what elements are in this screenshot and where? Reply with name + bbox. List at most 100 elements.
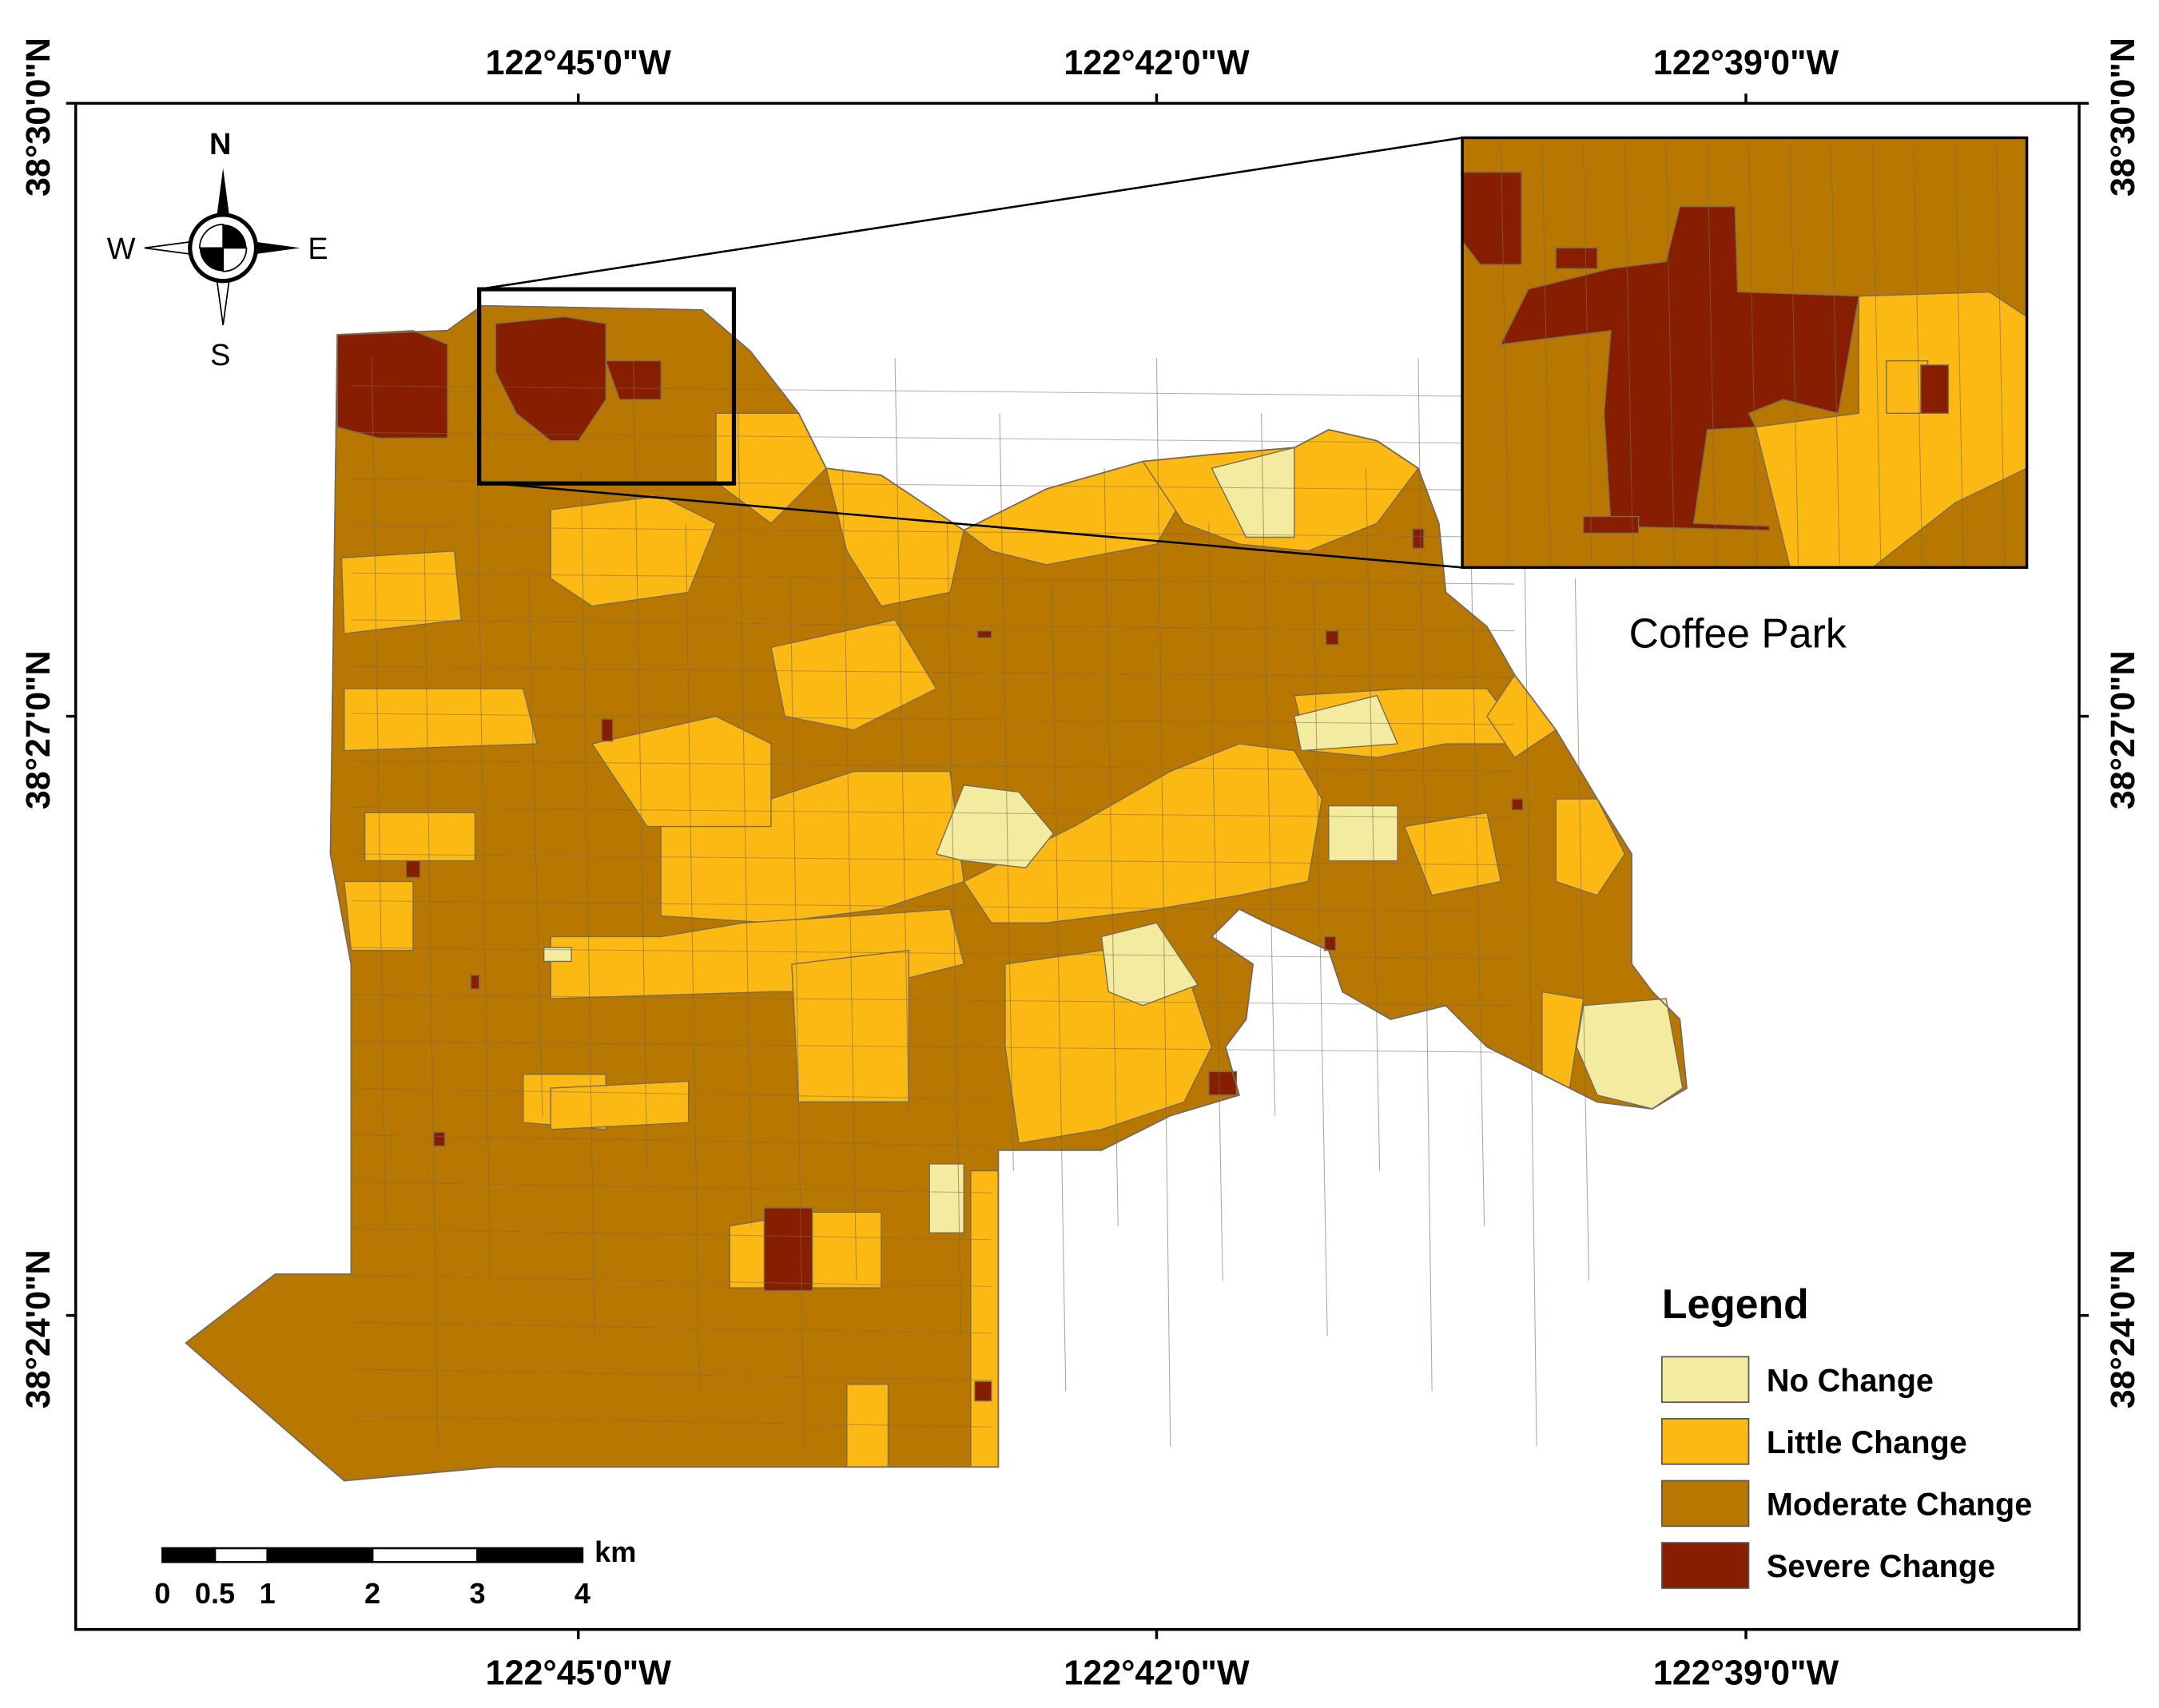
parcel-boundary [1954, 145, 1964, 565]
scale-label: 3 [469, 1577, 485, 1610]
parcel-boundary [1789, 145, 1799, 565]
parcel-boundary [475, 413, 491, 1281]
scale-segment [371, 1547, 479, 1563]
severe-change-zone [601, 718, 614, 742]
scale-label: 0.5 [195, 1577, 235, 1610]
severe-change-zone [974, 1380, 992, 1402]
severe-change-zone [470, 975, 480, 990]
little-change-zone [344, 880, 414, 951]
inset-connector [479, 137, 1463, 291]
severe-change-zone [1583, 515, 1640, 534]
parcel-boundary [1624, 145, 1634, 565]
parcel-boundary [1103, 468, 1119, 1226]
legend-label: Severe Change [1767, 1549, 1995, 1584]
scale-label: 1 [260, 1577, 276, 1610]
little-change-zone [340, 550, 463, 634]
scale-segment [266, 1547, 374, 1563]
legend: Legend No Change Little Change Moderate Cha… [1661, 1281, 2032, 1589]
inset-guides [477, 137, 1463, 569]
little-change-zone [364, 812, 476, 862]
legend-title: Legend [1662, 1281, 1809, 1327]
parcel-boundary [351, 1368, 992, 1381]
little-change-zone [590, 715, 772, 828]
parcel-boundary [351, 619, 1515, 632]
parcel-boundary [1747, 145, 1758, 565]
little-change-zone [791, 949, 910, 1103]
parcel-boundary [351, 385, 1515, 398]
severe-change-zone [1500, 205, 1860, 531]
parcel-boundary [351, 947, 1515, 959]
little-change-zone [344, 688, 538, 752]
no-change-zone [1328, 804, 1398, 862]
scale-bar: 0 0.5 1 2 3 4km [154, 1535, 636, 1610]
severe-change-zone [1511, 798, 1524, 811]
lon-label-top: 122°42'0"W [1064, 44, 1250, 82]
no-change-zone [543, 947, 572, 963]
no-change-zone [1211, 447, 1295, 538]
lon-label-bottom: 122°45'0"W [486, 1654, 672, 1693]
little-change-zone [715, 412, 827, 525]
severe-change-zone [976, 630, 992, 638]
severe-change-zone [1555, 247, 1598, 269]
parcel-boundary [351, 1134, 992, 1147]
parcel-boundary [842, 468, 857, 1281]
inset-label: Coffee Park [1629, 610, 1847, 656]
severe-change-zone [433, 1131, 446, 1147]
scale-label: 0 [154, 1577, 170, 1610]
severe-change-zone [495, 316, 606, 442]
compass-center [199, 224, 248, 272]
legend-label: Moderate Change [1767, 1488, 2032, 1523]
lon-label-bottom: 122°42'0"W [1064, 1654, 1250, 1693]
lat-label-right: 38°30'0"N [2104, 38, 2142, 197]
parcel-boundary [1208, 523, 1223, 1281]
parcel-boundary [580, 468, 595, 1337]
parcel-boundary [351, 572, 1515, 585]
little-change-zone [550, 1080, 690, 1130]
parcel-boundary [1469, 523, 1485, 1226]
little-change-zone [963, 743, 1323, 924]
scale-label: 4 [575, 1577, 590, 1610]
parcel-boundary [1155, 358, 1171, 1447]
severe-change-zone [1208, 1070, 1238, 1096]
map-frame [74, 101, 2081, 1631]
parcel-boundary [351, 1275, 992, 1287]
parcel-boundary [351, 1087, 992, 1100]
legend-label: Little Change [1767, 1425, 1967, 1460]
parcel-boundary [1365, 468, 1381, 1171]
lon-label-bottom: 122°39'0"W [1653, 1654, 1839, 1693]
no-change-zone [935, 784, 1055, 868]
inset-map [1461, 136, 2029, 570]
scale-segment [161, 1547, 217, 1563]
parcel-boundary [351, 713, 1515, 725]
severe-change-zone [763, 1207, 813, 1292]
little-change-zone [1755, 291, 2028, 569]
lat-label-left: 38°30'0"N [19, 38, 58, 197]
parcel-boundary [351, 900, 1515, 912]
severe-change-zone [1461, 171, 1522, 265]
parcel-boundary [1665, 145, 1675, 565]
parcel-boundary [685, 523, 700, 1392]
inset-connector [479, 481, 1463, 569]
no-change-zone [1100, 922, 1199, 1007]
severe-change-zone [1920, 364, 1950, 414]
parcel-boundary [1500, 145, 1510, 565]
inset-frame [1461, 136, 2029, 570]
parcel-boundary [351, 431, 1515, 444]
no-change-zone [928, 1163, 964, 1233]
severe-change-zone [405, 860, 421, 879]
severe-change-zone [336, 330, 448, 439]
lat-label-left: 38°24'0"N [19, 1249, 58, 1408]
little-change-zone [846, 1384, 889, 1468]
compass-e: E [308, 232, 328, 266]
parcel-boundary [351, 479, 1515, 491]
parcel-boundary [423, 523, 439, 1447]
parcel-boundary [351, 994, 1515, 1007]
parcel-boundary [371, 358, 387, 1226]
parcel-boundary [1913, 145, 1923, 565]
parcel-boundary [351, 1228, 992, 1241]
severe-change-zone [1324, 935, 1337, 951]
little-change-zone [970, 1170, 1000, 1468]
parcel-boundary [999, 413, 1014, 1171]
